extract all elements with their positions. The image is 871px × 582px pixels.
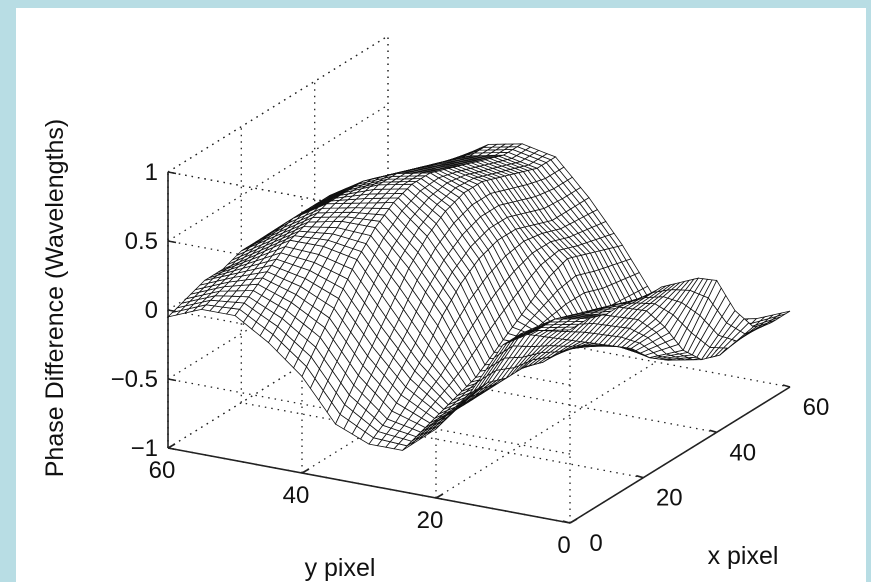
surface-mesh bbox=[166, 143, 791, 451]
y-axis-line bbox=[167, 447, 571, 524]
y-tick-mark bbox=[435, 493, 444, 499]
chart-figure: −1 −0.5 0 0.5 1 0 20 40 60 0 20 40 60 Phase Differ… bbox=[16, 8, 866, 582]
z-tick-mark bbox=[167, 171, 177, 175]
z-tick-mark bbox=[167, 309, 177, 313]
x-tick-label: 60 bbox=[803, 394, 830, 421]
y-axis-ticks: 0 20 40 60 bbox=[149, 443, 578, 559]
y-tick-mark bbox=[569, 518, 578, 524]
x-axis-line bbox=[569, 386, 791, 524]
y-tick-mark bbox=[301, 468, 310, 474]
z-tick-mark bbox=[167, 240, 177, 244]
y-tick-label: 60 bbox=[149, 457, 176, 484]
y-tick-mark bbox=[167, 443, 176, 449]
grid-line bbox=[167, 35, 389, 173]
y-axis-title: y pixel bbox=[305, 554, 376, 582]
x-tick-mark bbox=[709, 429, 717, 434]
grid-line bbox=[167, 104, 389, 242]
surface-cell bbox=[776, 310, 791, 317]
x-tick-mark bbox=[562, 520, 571, 524]
z-tick-label: 1 bbox=[145, 159, 158, 186]
x-tick-mark bbox=[782, 384, 791, 388]
z-tick-label: 0.5 bbox=[125, 228, 158, 255]
x-tick-label: 20 bbox=[656, 485, 683, 512]
y-tick-label: 40 bbox=[283, 482, 310, 509]
z-tick-label: −0.5 bbox=[111, 366, 158, 393]
z-tick-label: −1 bbox=[131, 435, 158, 462]
x-axis-ticks: 0 20 40 60 bbox=[562, 384, 830, 557]
z-tick-mark bbox=[167, 447, 177, 451]
surface-chart: −1 −0.5 0 0.5 1 0 20 40 60 0 20 40 60 Phase Differ… bbox=[41, 35, 830, 582]
z-axis-title: Phase Difference (Wavelengths) bbox=[41, 119, 69, 478]
x-tick-label: 40 bbox=[729, 439, 756, 466]
z-axis-ticks: −1 −0.5 0 0.5 1 bbox=[111, 159, 177, 462]
grid-line bbox=[435, 361, 657, 499]
z-tick-label: 0 bbox=[145, 297, 158, 324]
y-tick-label: 20 bbox=[417, 507, 444, 534]
y-tick-label: 0 bbox=[557, 532, 570, 559]
x-axis-title: x pixel bbox=[708, 542, 779, 570]
x-tick-mark bbox=[636, 474, 644, 479]
x-tick-label: 0 bbox=[589, 530, 602, 557]
z-tick-mark bbox=[167, 378, 177, 382]
